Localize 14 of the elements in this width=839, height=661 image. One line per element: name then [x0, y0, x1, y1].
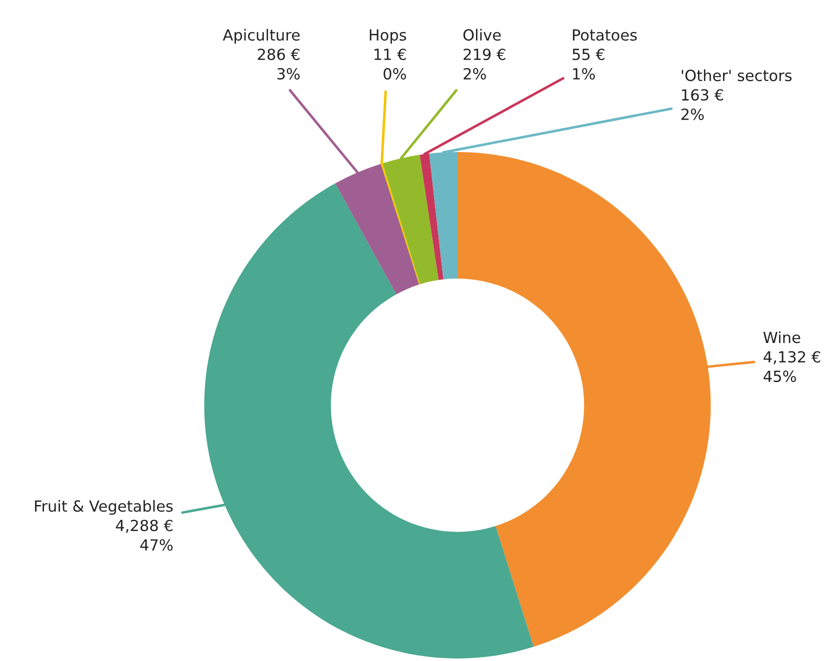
slice-label: Fruit & Vegetables — [35, 500, 173, 515]
slice-label: Olive — [463, 28, 501, 41]
data-label: 4,132 € 45% — [764, 351, 820, 382]
data-label: 55 € 1% — [572, 48, 604, 80]
slice-label: Wine — [763, 331, 800, 344]
slice-label: Potatoes — [572, 29, 637, 41]
slice-label: Hops — [370, 29, 406, 44]
data-label: 286 € 3% — [258, 48, 300, 80]
data-label: 11 € 0% — [374, 48, 406, 80]
data-label: 4,288 € 47% — [116, 520, 173, 551]
slice-label: Apiculture — [222, 28, 300, 44]
data-label: 163 € 2% — [681, 89, 724, 120]
slice-label: 'Other' sectors — [682, 69, 792, 82]
data-label: 219 € 2% — [464, 48, 506, 80]
